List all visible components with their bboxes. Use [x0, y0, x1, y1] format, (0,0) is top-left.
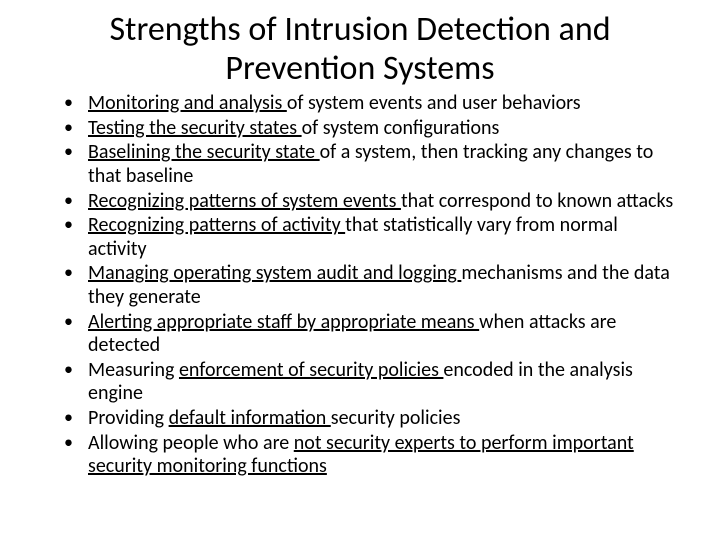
bullet-rest: that correspond to known attacks: [401, 189, 673, 213]
list-item: Recognizing patterns of activity that st…: [70, 214, 680, 261]
slide: Strengths of Intrusion Detection and Pre…: [0, 0, 720, 540]
bullet-rest: of system events and user behaviors: [287, 91, 581, 115]
bullet-pre: Measuring: [88, 358, 179, 382]
list-item: Allowing people who are not security exp…: [70, 432, 680, 479]
bullet-rest: of system configurations: [302, 116, 500, 140]
bullet-rest: security policies: [331, 406, 461, 430]
bullet-underline: enforcement of security policies: [179, 358, 443, 382]
bullet-pre: Allowing people who are: [88, 431, 294, 455]
list-item: Recognizing patterns of system events th…: [70, 190, 680, 214]
bullet-underline: Baselining the security state: [88, 140, 320, 164]
list-item: Managing operating system audit and logg…: [70, 262, 680, 309]
bullet-underline: Managing operating system audit and logg…: [88, 261, 461, 285]
bullet-list: Monitoring and analysis of system events…: [40, 92, 680, 479]
list-item: Alerting appropriate staff by appropriat…: [70, 311, 680, 358]
list-item: Providing default information security p…: [70, 407, 680, 431]
bullet-pre: Providing: [88, 406, 169, 430]
list-item: Measuring enforcement of security polici…: [70, 359, 680, 406]
bullet-underline: Monitoring and analysis: [88, 91, 287, 115]
list-item: Monitoring and analysis of system events…: [70, 92, 680, 116]
bullet-underline: Alerting appropriate staff by appropriat…: [88, 310, 479, 334]
bullet-underline: default information: [169, 406, 331, 430]
bullet-underline: Recognizing patterns of system events: [88, 189, 401, 213]
bullet-underline: Recognizing patterns of activity: [88, 213, 345, 237]
bullet-underline: Testing the security states: [88, 116, 302, 140]
list-item: Testing the security states of system co…: [70, 117, 680, 141]
slide-title: Strengths of Intrusion Detection and Pre…: [40, 10, 680, 88]
list-item: Baselining the security state of a syste…: [70, 141, 680, 188]
